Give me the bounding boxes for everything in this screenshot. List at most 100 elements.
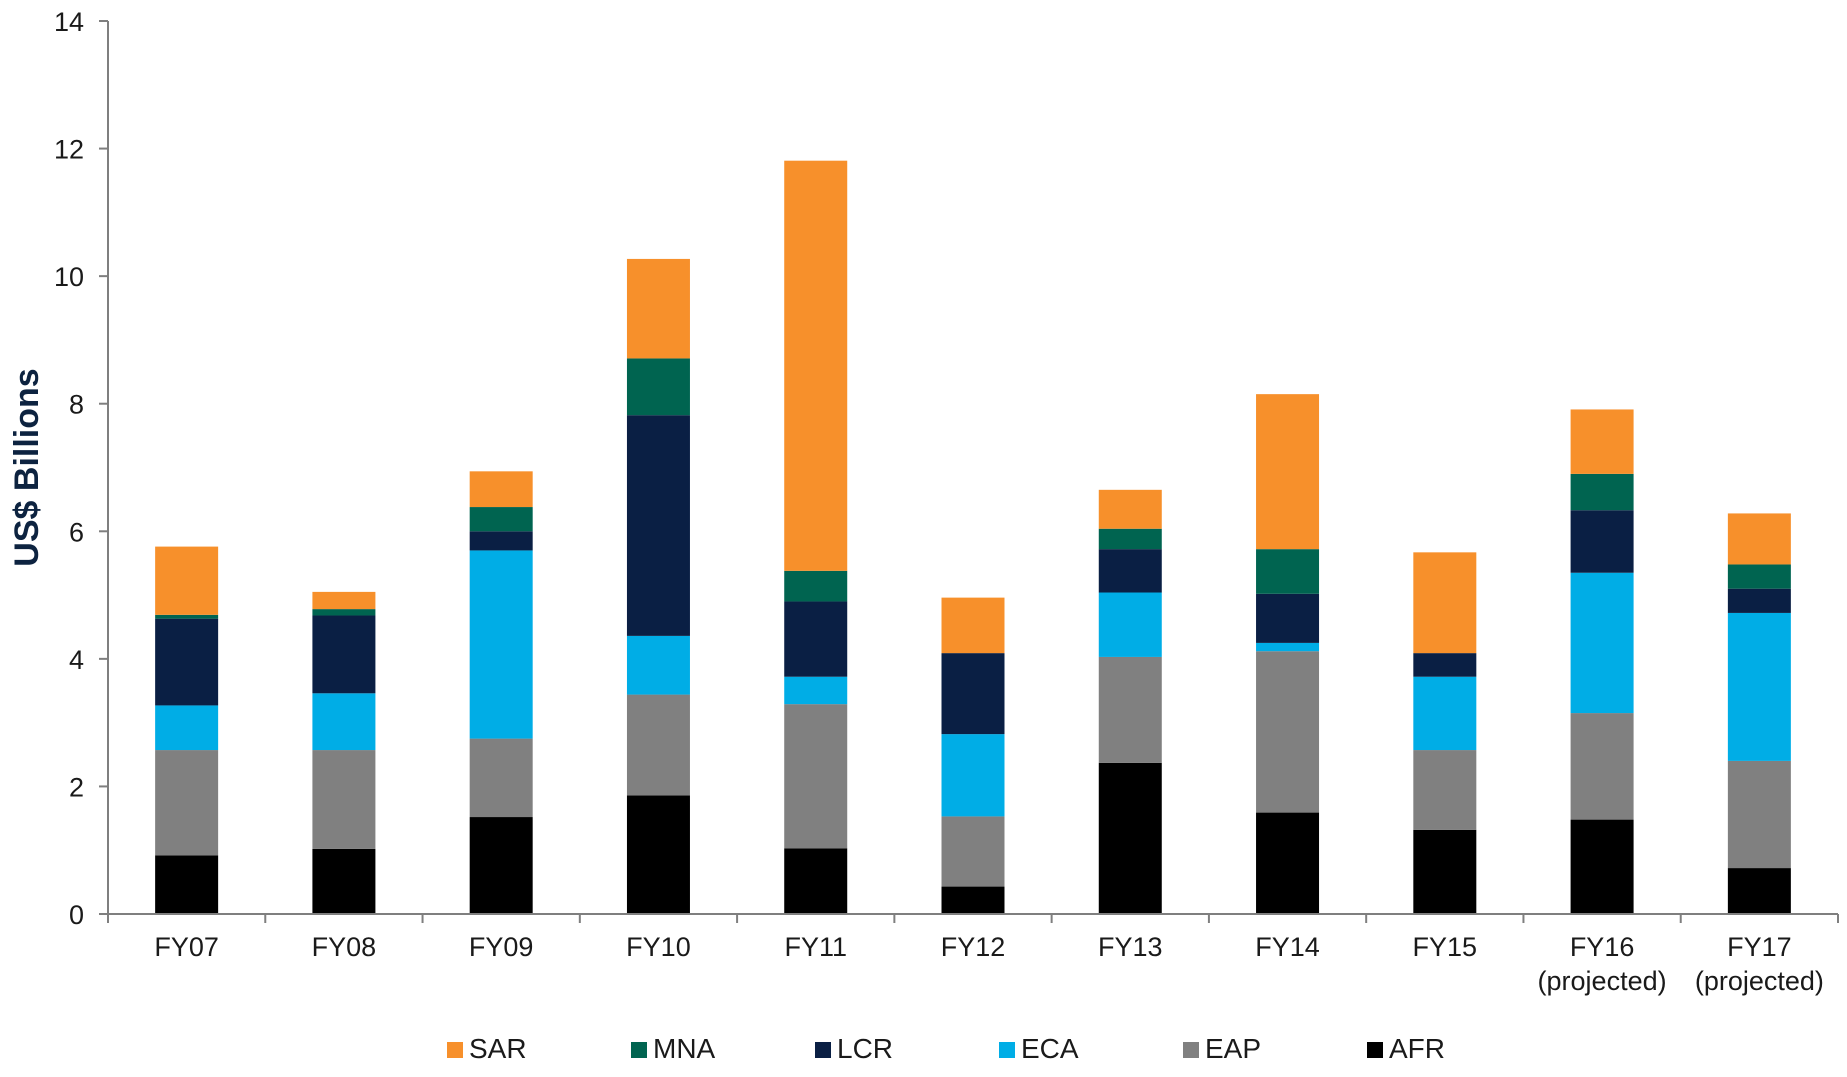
bar-segment-eca [626, 635, 690, 695]
x-tick-label: FY08 [312, 932, 377, 962]
axes-layer [107, 21, 1838, 915]
bar-segment-eap [1098, 656, 1162, 763]
bar-segment-sar [155, 546, 219, 615]
legend-swatch [1367, 1042, 1383, 1058]
bar-segment-eca [469, 550, 533, 739]
bar-segment-eca [1727, 612, 1791, 761]
bar-segment-eap [626, 694, 690, 796]
y-tick-label: 12 [54, 135, 84, 165]
legend-item-afr: AFR [1367, 1033, 1445, 1064]
bar-segment-afr [155, 855, 219, 914]
legend-label: MNA [653, 1033, 716, 1064]
bar-segment-mna [1098, 528, 1162, 550]
bar-segment-eca [941, 734, 1005, 817]
legend-label: LCR [837, 1033, 893, 1064]
legend-swatch [815, 1042, 831, 1058]
legend-label: SAR [469, 1033, 527, 1064]
bar-segment-eap [1570, 713, 1634, 820]
bar-segment-mna [312, 609, 376, 616]
bar-segment-afr [1413, 829, 1477, 914]
x-tick-label: FY09 [469, 932, 534, 962]
y-tick-label: 2 [69, 772, 84, 802]
bar-segment-lcr [784, 601, 848, 677]
x-tick-label: FY17 (projected) [1695, 932, 1824, 996]
bar-segment-eap [1727, 760, 1791, 869]
y-tick-label: 14 [54, 7, 84, 37]
bar-segment-mna [784, 570, 848, 602]
y-ticks: 0 2 4 6 8 10 12 14 [54, 7, 108, 930]
bar-segment-eca [1256, 642, 1320, 652]
legend-swatch [447, 1042, 463, 1058]
bar-segment-eap [941, 816, 1005, 887]
legend-swatch [1183, 1042, 1199, 1058]
bar-segment-lcr [469, 531, 533, 551]
bar-segment-eca [1570, 572, 1634, 714]
x-ticks: FY07 FY08 FY09 FY10 FY11 FY12 FY13 FY14 FY15 FY16… [107, 914, 1839, 996]
bar-segment-eap [784, 704, 848, 849]
bar-segment-eca [155, 705, 219, 751]
bar-segment-afr [941, 886, 1005, 914]
bar-segment-mna [1570, 473, 1634, 511]
legend-item-lcr: LCR [815, 1033, 893, 1064]
y-tick-label: 10 [54, 262, 84, 292]
x-tick-label: FY16 (projected) [1538, 932, 1667, 996]
x-tick-label: FY13 [1098, 932, 1163, 962]
bar-segment-eap [312, 750, 376, 849]
y-tick-label: 0 [69, 900, 84, 930]
bar-segment-eca [1098, 592, 1162, 657]
bars-layer [155, 160, 1791, 914]
bar-segment-eca [784, 676, 848, 705]
bar-segment-mna [1727, 564, 1791, 589]
x-tick-label: FY14 [1255, 932, 1320, 962]
bar-segment-sar [1727, 513, 1791, 565]
bar-segment-afr [1256, 812, 1320, 914]
bar-segment-sar [1570, 409, 1634, 474]
bar-segment-lcr [155, 618, 219, 706]
bar-segment-lcr [1570, 510, 1634, 573]
bar-segment-afr [312, 848, 376, 914]
legend-item-sar: SAR [447, 1033, 527, 1064]
bar-segment-mna [626, 358, 690, 416]
y-tick-label: 4 [69, 645, 84, 675]
legend-label: ECA [1021, 1033, 1079, 1064]
x-tick-label: FY07 [154, 932, 219, 962]
bar-segment-lcr [1727, 588, 1791, 613]
bar-segment-sar [941, 597, 1005, 654]
bar-segment-afr [1570, 819, 1634, 914]
bar-segment-eap [1256, 651, 1320, 813]
bar-segment-eap [469, 738, 533, 818]
x-tick-label: FY15 [1413, 932, 1478, 962]
bar-segment-afr [626, 795, 690, 914]
bar-segment-lcr [312, 615, 376, 694]
y-tick-label: 8 [69, 390, 84, 420]
bar-segment-lcr [941, 653, 1005, 735]
x-tick-label: FY11 [784, 932, 847, 962]
bar-segment-afr [784, 848, 848, 914]
bar-segment-sar [312, 591, 376, 610]
bar-segment-sar [626, 258, 690, 359]
bar-segment-eap [1413, 750, 1477, 830]
bar-segment-eca [1413, 676, 1477, 751]
x-tick-label: FY10 [626, 932, 691, 962]
bar-segment-sar [469, 471, 533, 508]
legend-label: AFR [1389, 1033, 1445, 1064]
bar-segment-eap [155, 750, 219, 856]
legend: SAR MNA LCR ECA EAP AFR [447, 1033, 1445, 1064]
y-tick-label: 6 [69, 517, 84, 547]
y-axis-title: US$ Billions [8, 368, 46, 566]
bar-segment-mna [1256, 549, 1320, 594]
legend-label: EAP [1205, 1033, 1261, 1064]
legend-item-eca: ECA [999, 1033, 1079, 1064]
bar-segment-afr [469, 817, 533, 914]
bar-segment-sar [1098, 489, 1162, 529]
legend-item-eap: EAP [1183, 1033, 1261, 1064]
bar-segment-afr [1098, 762, 1162, 914]
bar-segment-sar [1413, 552, 1477, 654]
bar-segment-eca [312, 693, 376, 751]
bar-segment-lcr [626, 415, 690, 636]
bar-segment-afr [1727, 868, 1791, 914]
bar-segment-lcr [1413, 653, 1477, 677]
bar-segment-mna [155, 614, 219, 619]
